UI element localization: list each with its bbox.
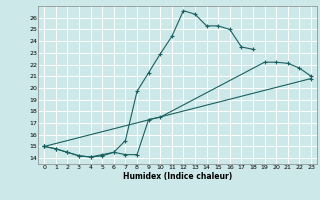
X-axis label: Humidex (Indice chaleur): Humidex (Indice chaleur): [123, 172, 232, 181]
